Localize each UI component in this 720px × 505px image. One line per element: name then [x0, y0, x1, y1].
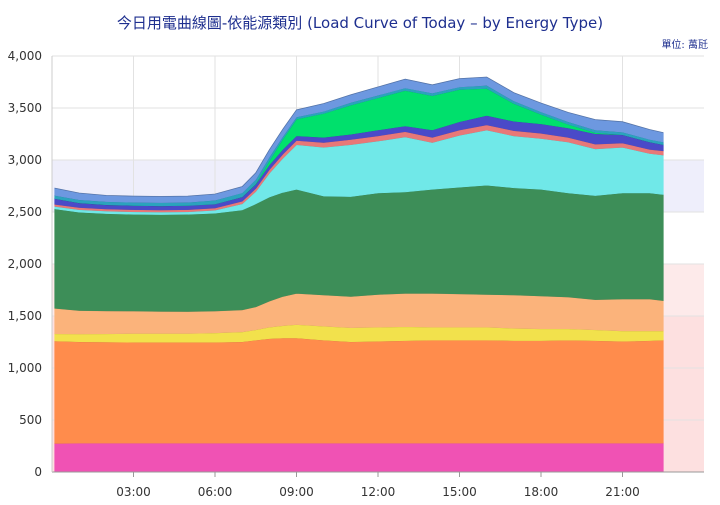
- unit-label: 單位: 萬瓩: [661, 40, 708, 51]
- y-tick-label-1: 500: [19, 413, 42, 427]
- y-tick-label-8: 4,000: [8, 49, 42, 63]
- x-tick-label-5: 18:00: [524, 485, 559, 499]
- y-tick-label-2: 1,000: [8, 361, 42, 375]
- x-tick-labels: 03:00 06:00 09:00 12:00 15:00 18:00 21:00: [116, 472, 640, 499]
- chart-title: 今日用電曲線圖-依能源類別 (Load Curve of Today – by …: [116, 14, 604, 32]
- area-series-0: [54, 442, 664, 473]
- y-tick-label-3: 1,500: [8, 309, 42, 323]
- x-tick-label-0: 03:00: [116, 485, 151, 499]
- x-tick-label-1: 06:00: [198, 485, 233, 499]
- y-tick-label-7: 3,500: [8, 101, 42, 115]
- x-tick-label-3: 12:00: [361, 485, 396, 499]
- x-tick-label-2: 09:00: [279, 485, 314, 499]
- area-series-1: [54, 337, 664, 444]
- area-series-10: [54, 76, 664, 203]
- stacked-areas: [54, 76, 664, 473]
- y-tick-label-0: 0: [34, 465, 42, 479]
- y-tick-labels: 0 500 1,000 1,500 2,000 2,500 3,000 3,500 4,000: [8, 49, 42, 479]
- y-tick-label-5: 2,500: [8, 205, 42, 219]
- x-tick-label-4: 15:00: [442, 485, 477, 499]
- y-tick-label-6: 3,000: [8, 153, 42, 167]
- area-edge-10: [54, 76, 664, 197]
- y-tick-label-4: 2,000: [8, 257, 42, 271]
- x-tick-label-6: 21:00: [605, 485, 640, 499]
